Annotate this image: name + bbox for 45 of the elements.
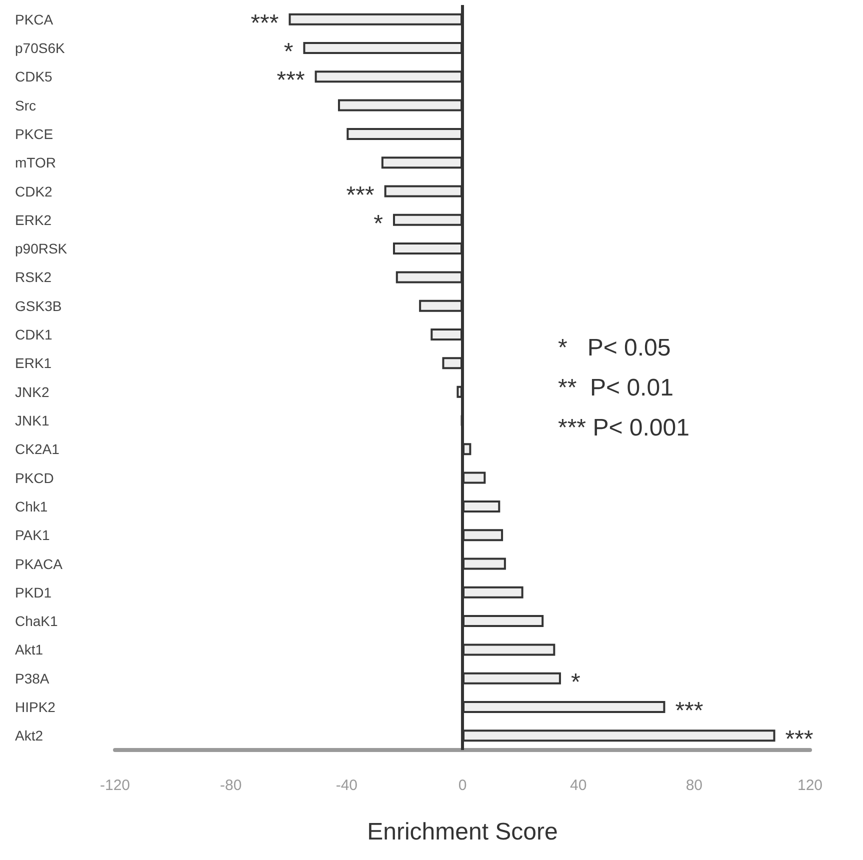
annotation: ** P< 0.01 — [558, 374, 674, 402]
y-tick-label: HIPK2 — [15, 699, 56, 716]
annotation: *** — [346, 182, 374, 209]
y-tick-label: Chk1 — [15, 498, 48, 514]
y-tick-label: ERK1 — [15, 355, 52, 372]
annotation: *** — [276, 67, 305, 94]
y-tick-label: PKACA — [15, 556, 64, 572]
x-tick-label: -120 — [100, 777, 130, 794]
y-tick-label: CDK5 — [15, 68, 53, 85]
y-tick-label: CK2A1 — [15, 441, 60, 458]
y-tick-label: CDK2 — [15, 183, 53, 200]
y-tick-label: Akt2 — [15, 728, 44, 744]
annotation: *** — [785, 726, 814, 754]
y-tick-label: PKD1 — [15, 584, 52, 600]
y-tick-label: JNK1 — [15, 412, 50, 428]
y-tick-label: GSK3B — [15, 298, 62, 314]
y-tick-label: PKCD — [15, 470, 54, 486]
x-tick-label: -40 — [336, 777, 358, 794]
annotation: *** — [675, 698, 704, 725]
y-tick-label: P38A — [15, 670, 50, 686]
y-tick-label: p70S6K — [15, 40, 66, 56]
annotation: * — [374, 210, 383, 238]
y-tick-label: p90RSK — [15, 240, 68, 257]
annotation: * — [570, 668, 580, 696]
y-tick-label: RSK2 — [15, 269, 52, 286]
y-tick-label: Src — [15, 97, 36, 114]
x-axis-title: Enrichment Score — [367, 818, 558, 846]
y-tick-label: PKCA — [15, 11, 54, 28]
y-tick-label: Akt1 — [15, 642, 44, 658]
y-tick-label: ChaK1 — [15, 613, 58, 630]
y-tick-label: PKCE — [15, 126, 54, 142]
y-tick-label: CDK1 — [15, 326, 53, 343]
x-tick-label: -80 — [220, 777, 242, 794]
x-tick-label: 80 — [686, 777, 703, 794]
y-tick-label: PAK1 — [15, 527, 50, 544]
annotation: * P< 0.05 — [558, 334, 671, 362]
annotation: *** — [250, 10, 279, 37]
x-tick-label: 120 — [797, 777, 823, 794]
x-tick-label: 0 — [458, 777, 467, 794]
x-tick-label: 40 — [570, 777, 587, 794]
y-tick-label: mTOR — [15, 154, 56, 171]
annotation: * — [284, 38, 294, 66]
y-tick-label: JNK2 — [15, 384, 50, 400]
y-tick-label: ERK2 — [15, 212, 52, 228]
annotation: *** P< 0.001 — [558, 414, 690, 442]
